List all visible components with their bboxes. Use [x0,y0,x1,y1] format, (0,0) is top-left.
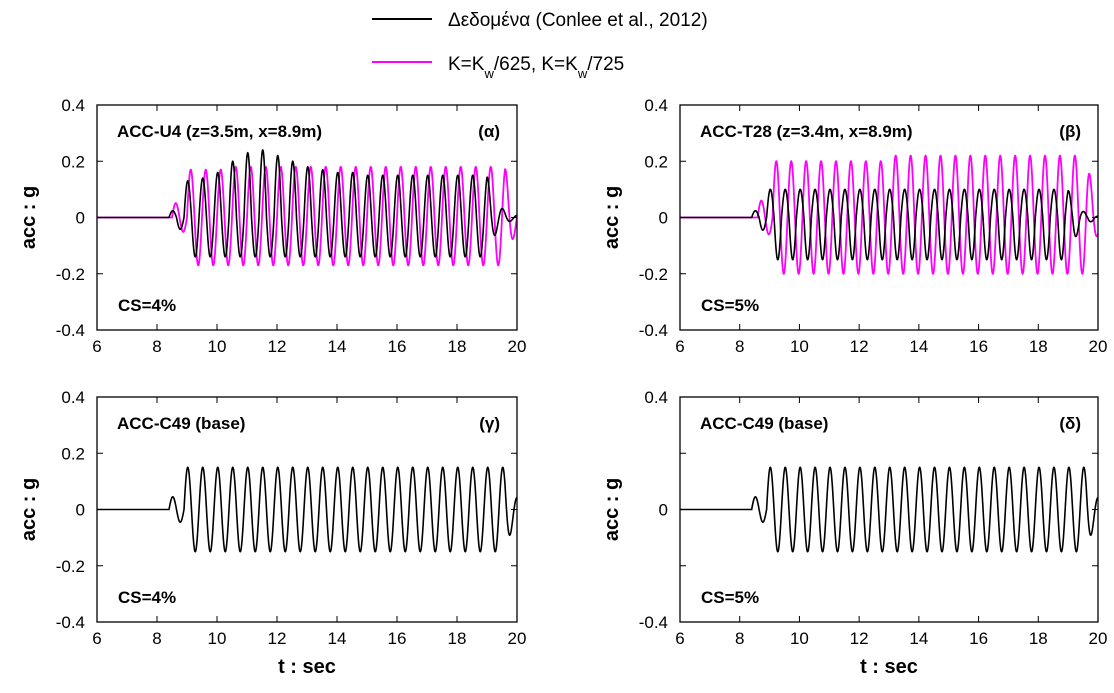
x-tick-label: 14 [328,337,347,356]
chart-panel-4: 6 8 10 12 14 16 18 20 0.4 0 -0.4 ACC-C49 (base) (δ) C… [601,388,1107,678]
y-tick-label: 0.4 [644,96,668,115]
x-tick-label: 18 [448,337,467,356]
panel-title: ACC-C49 (base) [117,414,245,433]
x-tick-label: 12 [850,629,869,648]
y-tick-label: -0.4 [639,613,668,632]
x-tick-label: 6 [92,337,101,356]
x-tick-label: 10 [208,337,227,356]
plot-data [97,466,517,553]
panel-note: CS=5% [701,588,759,607]
panel-tag: (γ) [479,414,500,433]
x-tick-label: 16 [388,337,407,356]
x-tick-label: 20 [508,629,527,648]
panel-title: ACC-C49 (base) [700,414,828,433]
chart-panels: 6 8 10 12 14 16 18 20 0.4 0.2 0 -0.2 -0.4 ACC-U4 (z=3… [18,96,1107,678]
y-tick-label: 0.2 [61,444,85,463]
x-tick-label: 18 [448,629,467,648]
panel-title: ACC-U4 (z=3.5m, x=8.9m) [117,122,322,141]
series-line-data [680,188,1098,261]
x-tick-label: 12 [850,337,869,356]
y-tick-label: 0 [76,209,85,228]
x-tick-label: 14 [909,337,928,356]
y-tick-label: 0.4 [61,96,85,115]
x-tick-label: 14 [909,629,928,648]
y-tick-label: 0.4 [61,388,85,407]
x-tick-label: 8 [735,337,744,356]
x-tick-label: 20 [1089,337,1108,356]
x-tick-label: 8 [152,337,161,356]
y-tick-label: 0.2 [644,152,668,171]
x-tick-label: 6 [675,337,684,356]
x-tick-label: 16 [388,629,407,648]
x-axis-label: t : sec [278,656,336,678]
x-tick-label: 16 [969,629,988,648]
y-tick-label: -0.2 [56,265,85,284]
y-tick-label: 0 [659,209,668,228]
y-axis-label: acc : g [18,478,40,541]
x-tick-label: 8 [152,629,161,648]
series-line-data [97,466,517,553]
x-tick-label: 18 [1029,337,1048,356]
x-tick-label: 16 [969,337,988,356]
x-tick-label: 18 [1029,629,1048,648]
x-tick-label: 10 [790,337,809,356]
x-tick-label: 6 [92,629,101,648]
legend-label-data: Δεδομένα (Conlee et al., 2012) [448,10,708,31]
series-line-data [680,466,1098,553]
x-tick-label: 10 [790,629,809,648]
x-tick-label: 12 [268,629,287,648]
x-tick-label: 8 [735,629,744,648]
x-tick-label: 20 [508,337,527,356]
panel-tag: (δ) [1059,414,1081,433]
y-tick-label: -0.2 [639,265,668,284]
x-tick-label: 10 [208,629,227,648]
chart-panel-2: 6 8 10 12 14 16 18 20 0.4 0.2 0 -0.2 -0.4 ACC-T28 (z=… [601,96,1107,356]
legend-label-model: K=Kw/625, K=Kw/725 [448,54,624,81]
panel-tag: (α) [478,122,500,141]
panel-note: CS=5% [701,296,759,315]
y-tick-label: -0.4 [639,321,668,340]
x-tick-label: 20 [1089,629,1108,648]
y-tick-label: 0.2 [61,152,85,171]
y-tick-label: -0.4 [56,613,85,632]
legend: Δεδομένα (Conlee et al., 2012) K=Kw/625,… [372,10,708,81]
x-tick-label: 6 [675,629,684,648]
y-axis-label: acc : g [601,478,623,541]
y-axis-label: acc : g [601,186,623,249]
panel-tag: (β) [1059,122,1081,141]
x-tick-label: 12 [268,337,287,356]
x-axis-label: t : sec [860,656,918,678]
x-tick-label: 14 [328,629,347,648]
plot-data [97,148,517,267]
plot-data [680,466,1098,553]
chart-panel-3: 6 8 10 12 14 16 18 20 0.4 0.2 0 -0.2 -0.4 ACC-C49 (ba… [18,388,526,678]
y-tick-label: 0 [659,501,668,520]
plot-data [680,154,1098,275]
panel-title: ACC-T28 (z=3.4m, x=8.9m) [700,122,913,141]
y-axis-label: acc : g [18,186,40,249]
y-tick-label: 0.4 [644,388,668,407]
panel-note: CS=4% [118,588,176,607]
y-tick-label: -0.2 [56,557,85,576]
y-tick-label: 0 [76,501,85,520]
panel-note: CS=4% [118,296,176,315]
y-tick-label: -0.4 [56,321,85,340]
series-line-data [97,148,517,258]
chart-panel-1: 6 8 10 12 14 16 18 20 0.4 0.2 0 -0.2 -0.4 ACC-U4 (z=3… [18,96,526,356]
